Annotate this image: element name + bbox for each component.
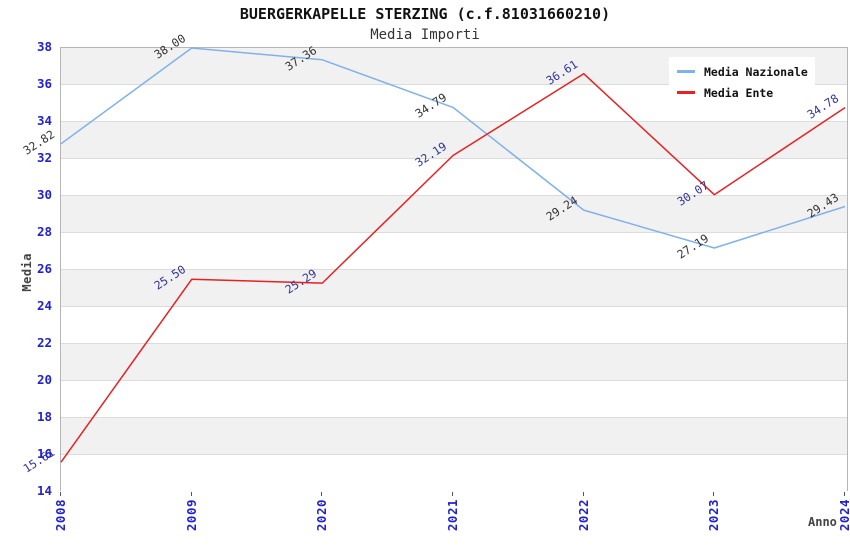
x-tick-label: 2023 bbox=[706, 499, 722, 532]
gridline bbox=[61, 380, 847, 381]
legend-item-media-ente: Media Ente bbox=[677, 84, 807, 101]
x-tick-mark bbox=[190, 492, 192, 496]
x-tick-label: 2021 bbox=[445, 499, 460, 532]
plot-band bbox=[61, 196, 847, 233]
series-line-media-ente bbox=[60, 72, 846, 463]
plot-band bbox=[61, 159, 847, 196]
plot-band bbox=[61, 233, 847, 270]
legend-item-media-nazionale: Media Nazionale bbox=[677, 63, 808, 80]
y-tick-label: 30 bbox=[36, 187, 52, 202]
y-tick-label: 14 bbox=[36, 483, 52, 498]
legend-label: Media Ente bbox=[704, 85, 774, 100]
x-tick-label: 2020 bbox=[314, 499, 330, 532]
x-tick-mark bbox=[60, 492, 61, 496]
x-tick-mark bbox=[321, 492, 323, 496]
legend-swatch-media-nazionale bbox=[677, 70, 695, 73]
x-tick-mark bbox=[844, 492, 845, 496]
gridline bbox=[61, 269, 847, 270]
gridline bbox=[61, 417, 847, 418]
x-tick-mark bbox=[582, 492, 584, 496]
y-tick-label: 28 bbox=[36, 224, 52, 239]
y-tick-label: 22 bbox=[36, 335, 52, 350]
plot-band bbox=[61, 381, 847, 418]
y-tick-label: 16 bbox=[36, 446, 52, 461]
x-tick-label: 2008 bbox=[53, 499, 68, 532]
legend-label: Media Nazionale bbox=[704, 64, 808, 79]
y-tick-label: 26 bbox=[36, 261, 52, 276]
y-tick-label: 24 bbox=[36, 298, 52, 313]
x-tick-label: 2022 bbox=[575, 499, 591, 532]
gridline bbox=[61, 195, 847, 196]
gridline bbox=[61, 306, 847, 307]
y-tick-label: 20 bbox=[36, 372, 52, 387]
plot-band bbox=[61, 455, 847, 492]
plot-area: 32.82 38.00 37.36 34.79 29.24 27.19 29.43 15.61… bbox=[21, 31, 848, 492]
gridline bbox=[61, 232, 847, 233]
x-tick-mark bbox=[713, 492, 715, 496]
gridline bbox=[61, 84, 847, 85]
legend: Media Nazionale Media Ente bbox=[669, 57, 815, 107]
series-line-media-nazionale bbox=[60, 47, 846, 249]
x-tick-mark bbox=[452, 492, 453, 496]
y-tick-label: 34 bbox=[36, 113, 52, 128]
legend-swatch-media-ente bbox=[677, 91, 695, 94]
plot-band bbox=[61, 344, 847, 381]
chart-subtitle: Media Importi bbox=[370, 27, 480, 43]
y-tick-label: 18 bbox=[36, 409, 52, 424]
gridline bbox=[61, 454, 847, 455]
gridline bbox=[61, 121, 847, 122]
y-tick-label: 32 bbox=[36, 150, 52, 165]
plot-band bbox=[61, 307, 847, 344]
chart-title: BUERGERKAPELLE STERZING (c.f.81031660210… bbox=[239, 5, 611, 23]
x-tick-label: 2009 bbox=[183, 499, 199, 532]
x-axis-title: Anno bbox=[808, 515, 837, 529]
x-tick-label: 2024 bbox=[837, 499, 850, 532]
series-lines bbox=[60, 47, 846, 463]
y-tick-label: 36 bbox=[36, 76, 52, 91]
gridline bbox=[61, 343, 847, 344]
y-tick-label: 38 bbox=[36, 39, 52, 54]
plot-band bbox=[61, 270, 847, 307]
plot-band bbox=[61, 418, 847, 455]
gridline bbox=[61, 158, 847, 159]
plot-band bbox=[61, 122, 847, 159]
